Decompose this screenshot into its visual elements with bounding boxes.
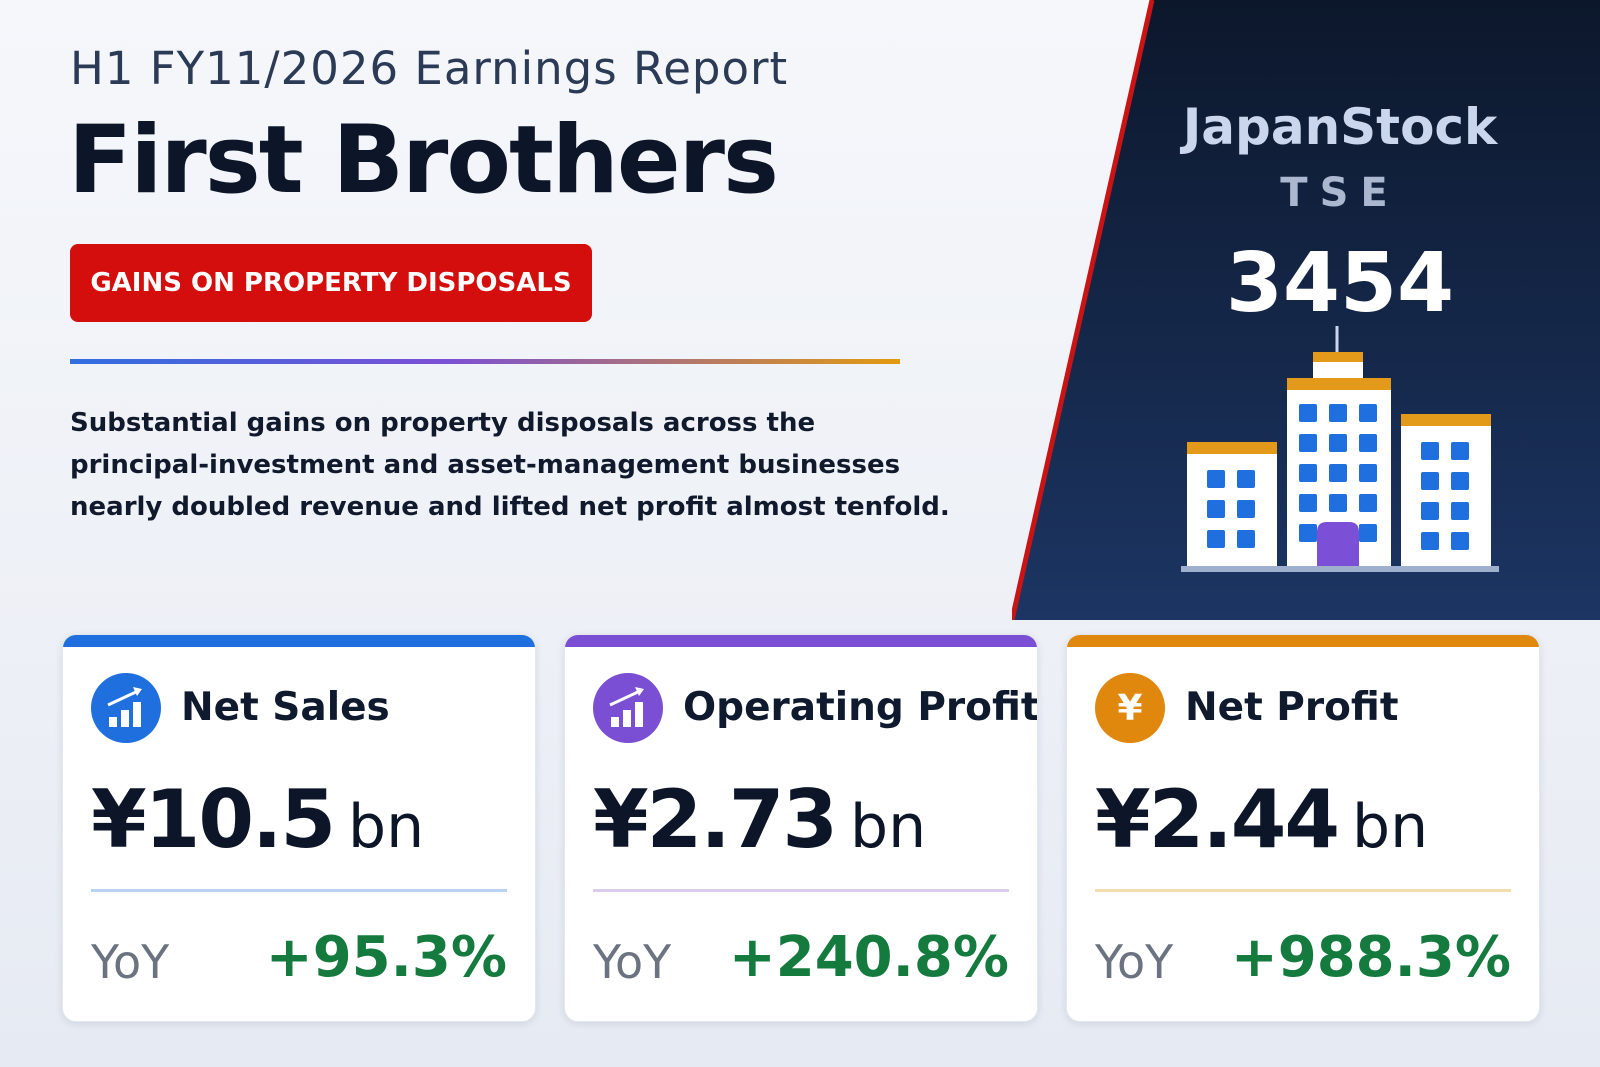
bar-chart-up-icon: [593, 673, 663, 743]
market-label: TSE: [1280, 170, 1400, 216]
card-accent-bar: [63, 635, 535, 647]
card-accent-bar: [1067, 635, 1539, 647]
description-line: principal-investment and asset-managemen…: [70, 450, 901, 480]
svg-text:¥: ¥: [1117, 688, 1142, 729]
card-value: ¥2.73 bn: [593, 773, 926, 866]
yoy-label: YoY: [91, 935, 170, 989]
bar-chart-up-icon: [91, 673, 161, 743]
yen-icon: ¥: [1095, 673, 1165, 743]
card-title: Net Sales: [181, 685, 390, 730]
metric-card-net-sales: Net Sales ¥10.5 bn YoY +95.3%: [62, 634, 536, 1022]
yoy-value: +240.8%: [728, 925, 1009, 990]
value-amount: ¥10.5: [91, 773, 336, 866]
value-amount: ¥2.73: [593, 773, 838, 866]
value-unit: bn: [1352, 792, 1429, 862]
card-accent-bar: [565, 635, 1037, 647]
metric-card-net-profit: ¥ Net Profit ¥2.44 bn YoY +988.3%: [1066, 634, 1540, 1022]
description-line: nearly doubled revenue and lifted net pr…: [70, 492, 950, 522]
card-divider: [593, 889, 1009, 892]
card-divider: [91, 889, 507, 892]
yoy-value: +95.3%: [265, 925, 507, 990]
value-unit: bn: [850, 792, 927, 862]
metric-card-operating-profit: Operating Profit ¥2.73 bn YoY +240.8%: [564, 634, 1038, 1022]
card-title: Net Profit: [1185, 685, 1399, 730]
value-unit: bn: [348, 792, 425, 862]
card-divider: [1095, 889, 1511, 892]
card-value: ¥2.44 bn: [1095, 773, 1428, 866]
yoy-label: YoY: [1095, 935, 1174, 989]
yoy-value: +988.3%: [1230, 925, 1511, 990]
office-buildings-icon: [1181, 326, 1499, 572]
report-subtitle: H1 FY11/2026 Earnings Report: [70, 42, 789, 95]
value-amount: ¥2.44: [1095, 773, 1340, 866]
headline-badge: GAINS ON PROPERTY DISPOSALS: [70, 244, 592, 322]
exchange-name: JapanStock: [1182, 98, 1498, 156]
description-line: Substantial gains on property disposals …: [70, 408, 816, 438]
card-title: Operating Profit: [683, 685, 1038, 730]
card-value: ¥10.5 bn: [91, 773, 424, 866]
company-name: First Brothers: [68, 106, 779, 215]
description: Substantial gains on property disposals …: [70, 402, 970, 528]
ticker-code: 3454: [1225, 236, 1455, 331]
yoy-label: YoY: [593, 935, 672, 989]
gradient-divider: [70, 359, 900, 364]
